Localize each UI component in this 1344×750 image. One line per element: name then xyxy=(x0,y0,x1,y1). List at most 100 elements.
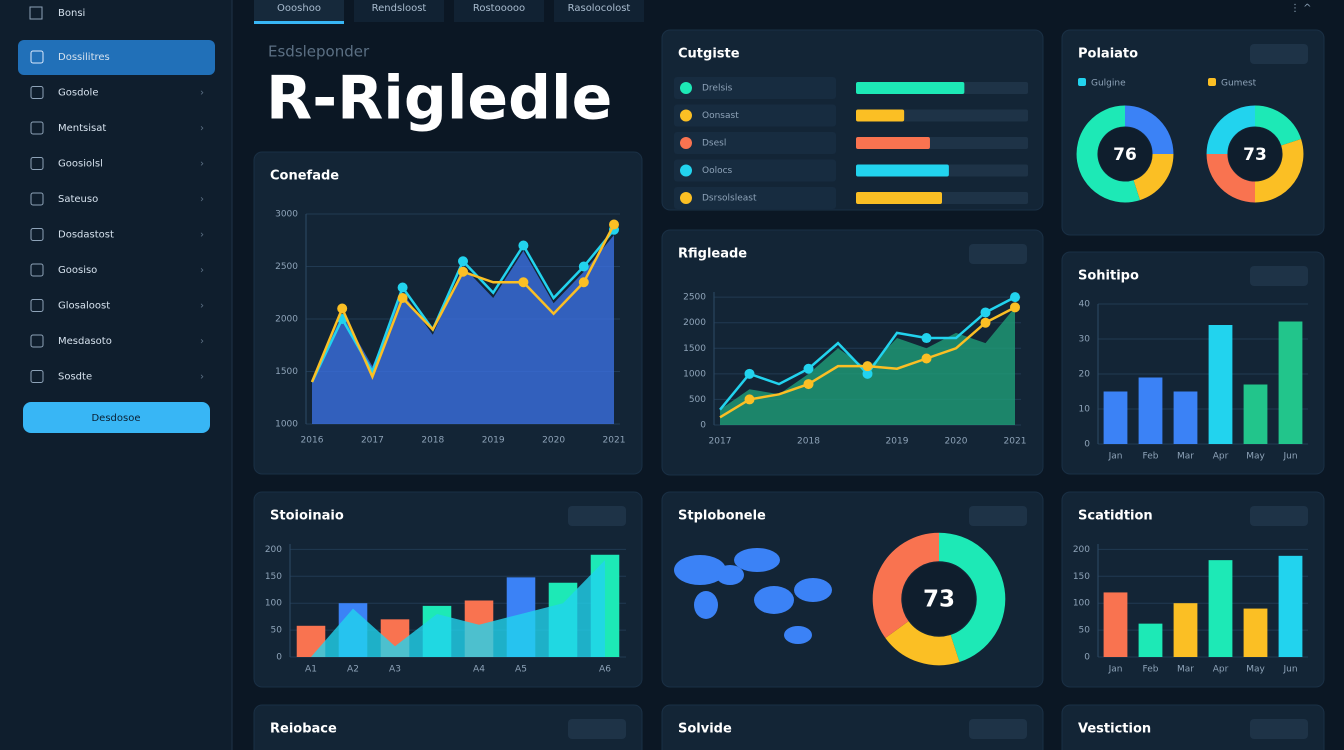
row-label: Drelsis xyxy=(702,84,733,94)
window-controls[interactable]: ⋮ ^ xyxy=(1290,3,1312,14)
x-tick-label: 2020 xyxy=(542,436,565,446)
sidebar-icon xyxy=(30,263,44,277)
donut-center: 73 xyxy=(923,587,955,613)
chevron: › xyxy=(200,301,204,312)
row-icon xyxy=(680,164,692,177)
donut-segment xyxy=(1124,105,1174,155)
point xyxy=(744,394,755,405)
panel-button[interactable] xyxy=(969,719,1027,739)
sidebar-item[interactable]: Mentsisat xyxy=(58,123,106,134)
panel-title: Vestiction xyxy=(1078,722,1151,737)
point xyxy=(862,368,873,379)
bar xyxy=(1208,325,1233,444)
legend-label: Gulgine xyxy=(1091,79,1126,89)
sidebar-item[interactable]: Sateuso xyxy=(58,194,98,205)
sidebar-icon xyxy=(30,334,44,348)
panel-button[interactable] xyxy=(1250,44,1308,64)
point xyxy=(1010,302,1020,313)
bar xyxy=(1138,623,1163,657)
point xyxy=(458,256,468,267)
panel-title: Reiobace xyxy=(270,722,337,737)
donut-center: 73 xyxy=(1243,145,1267,165)
map-land xyxy=(694,591,718,619)
panel-title: Conefade xyxy=(270,169,339,184)
tab-label: Oooshoo xyxy=(277,3,321,14)
x-tick-label: Jun xyxy=(1282,452,1297,462)
donut-segment xyxy=(938,532,1006,663)
y-tick-label: 100 xyxy=(265,599,282,609)
x-tick-label: Mar xyxy=(1177,665,1194,675)
header-title: R-Rigledle xyxy=(266,64,612,134)
sidebar-item[interactable]: Dossilitres xyxy=(58,52,110,63)
x-tick-label: 2019 xyxy=(886,437,909,447)
x-tick-label: A2 xyxy=(347,665,359,675)
sidebar-item[interactable]: Goosiolsl xyxy=(58,159,103,170)
header-subtitle: Esdsleponder xyxy=(268,43,370,61)
panel-button[interactable] xyxy=(1250,719,1308,739)
sidebar-button-label: Desdosoe xyxy=(91,413,140,424)
tab[interactable] xyxy=(554,0,644,22)
progress-bar xyxy=(856,137,930,149)
x-tick-label: 2019 xyxy=(482,436,505,446)
sidebar-item[interactable]: Sosdte xyxy=(58,372,92,383)
panel-title: Sohitipo xyxy=(1078,269,1139,284)
progress-bar xyxy=(856,192,942,204)
point xyxy=(921,353,932,364)
point xyxy=(397,293,408,303)
sidebar-item-active[interactable] xyxy=(18,40,215,75)
legend-label: Gumest xyxy=(1221,79,1257,89)
sidebar-item[interactable]: Mesdasoto xyxy=(58,336,112,347)
panel-button[interactable] xyxy=(568,719,626,739)
row-label: Oolocs xyxy=(702,166,733,176)
x-tick-label: 2021 xyxy=(603,436,626,446)
menu-icon[interactable] xyxy=(29,6,43,20)
chevron: › xyxy=(200,194,204,205)
x-tick-label: Jun xyxy=(1282,665,1297,675)
row-label: Dsesl xyxy=(702,139,726,149)
point xyxy=(578,277,589,288)
progress-bar xyxy=(856,82,965,94)
y-tick-label: 40 xyxy=(1079,300,1091,310)
bar xyxy=(1173,391,1198,444)
row-icon xyxy=(680,137,692,149)
point xyxy=(921,333,932,344)
y-tick-label: 100 xyxy=(1073,599,1090,609)
sidebar-item[interactable]: Gosdole xyxy=(58,88,98,99)
panel-title: Solvide xyxy=(678,722,732,737)
x-tick-label: 2017 xyxy=(709,437,732,447)
y-tick-label: 2000 xyxy=(275,315,298,325)
sidebar-item[interactable]: Goosiso xyxy=(58,265,97,276)
legend-swatch xyxy=(1208,78,1216,86)
panel-button[interactable] xyxy=(969,506,1027,526)
y-tick-label: 50 xyxy=(271,626,283,636)
sidebar-item[interactable]: Glosaloost xyxy=(58,301,110,312)
panel-title: Stoioinaio xyxy=(270,509,344,524)
x-tick-label: 2021 xyxy=(1004,437,1027,447)
tab-label: Rasolocolost xyxy=(568,3,631,14)
panel-button[interactable] xyxy=(568,506,626,526)
panel-button[interactable] xyxy=(969,244,1027,264)
area xyxy=(312,235,614,424)
map-land xyxy=(754,586,794,614)
row-icon xyxy=(680,82,692,94)
tab[interactable] xyxy=(254,0,344,22)
sidebar-top: Bonsi xyxy=(58,8,85,19)
row xyxy=(674,77,836,99)
donut-segment xyxy=(1076,105,1140,203)
tab-underline xyxy=(254,21,344,24)
donut-hole xyxy=(1228,127,1282,181)
y-tick-label: 500 xyxy=(689,395,706,405)
sidebar-button[interactable] xyxy=(23,402,210,433)
point xyxy=(744,368,755,379)
tab[interactable] xyxy=(354,0,444,22)
x-tick-label: Mar xyxy=(1177,452,1194,462)
y-tick-label: 2500 xyxy=(275,262,298,272)
x-tick-label: 2018 xyxy=(797,437,820,447)
tab[interactable] xyxy=(454,0,544,22)
sidebar-item[interactable]: Dosdastost xyxy=(58,230,114,241)
donut-segment xyxy=(1206,105,1256,155)
panel-button[interactable] xyxy=(1250,506,1308,526)
point xyxy=(518,277,529,288)
donut-segment xyxy=(1132,153,1174,201)
panel-button[interactable] xyxy=(1250,266,1308,286)
